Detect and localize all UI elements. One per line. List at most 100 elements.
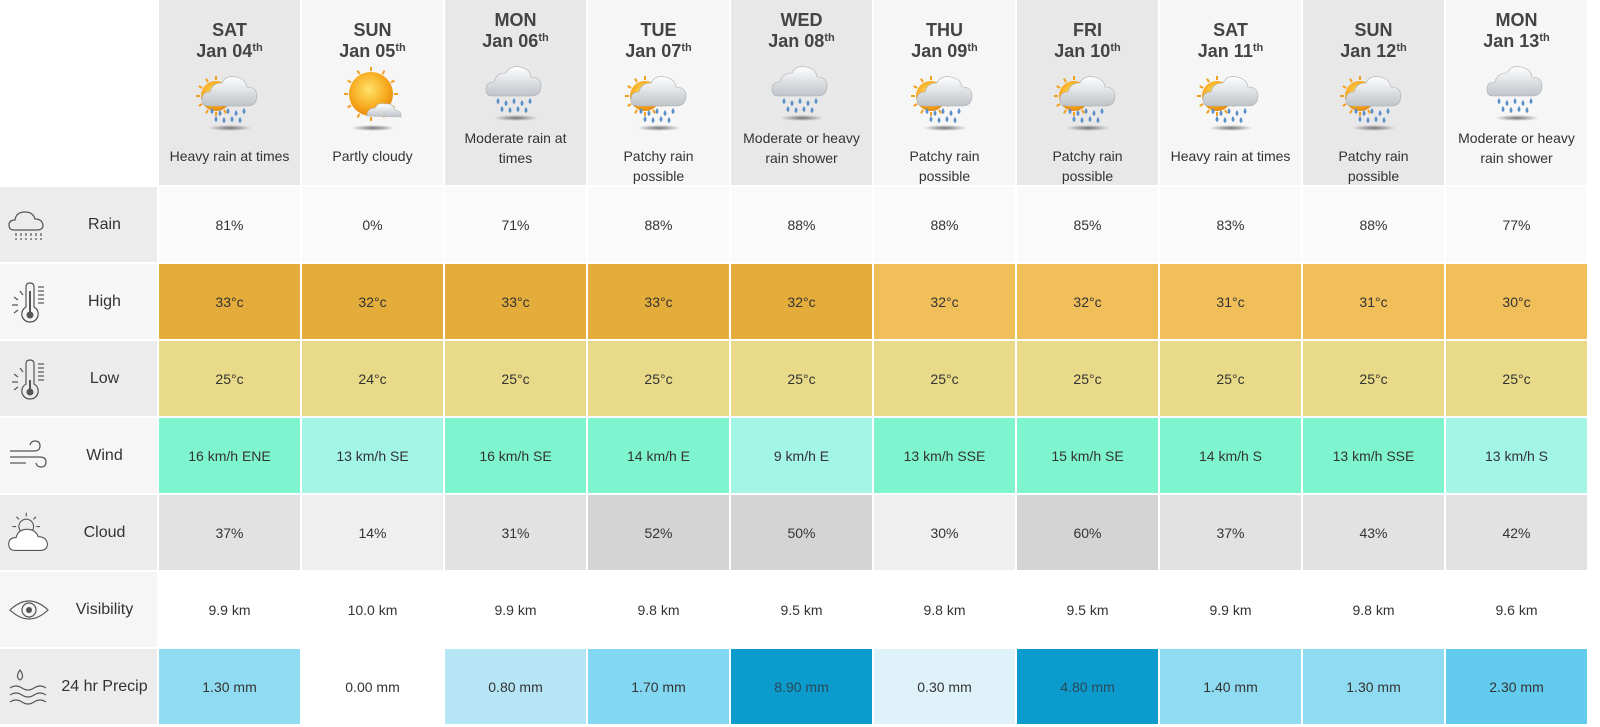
day-header: SAT Jan 04th Heavy rain at times [159,0,300,185]
day-date: Jan 04th [196,40,262,62]
visibility-cell: 9.8 km [588,572,729,647]
precip-cell: 2.30 mm [1446,649,1587,724]
condition-text: Patchy rain possible [909,148,980,184]
day-date-suffix: th [1252,42,1264,54]
visibility-cell: 10.0 km [302,572,443,647]
day-header: SAT Jan 11th Heavy rain at times [1160,0,1301,185]
condition-text: Patchy rain possible [1338,148,1409,184]
condition-text: Moderate rain at times [464,130,567,166]
day-date-suffix: th [681,42,692,54]
high-cell: 32°c [874,264,1015,339]
cloud-cell: 52% [588,495,729,570]
day-date-suffix: th [1539,32,1550,44]
wind-cell: 13 km/h S [1446,418,1587,493]
high-cell: 30°c [1446,264,1587,339]
cloud-cell: 50% [731,495,872,570]
high-cell: 32°c [302,264,443,339]
day-date-text: Jan 08 [768,31,825,51]
row-label-text: High [88,292,121,310]
day-date-suffix: th [538,32,549,44]
wind-cell: 13 km/h SSE [874,418,1015,493]
row-label-visibility: Visibility [0,572,157,647]
day-date: Jan 05th [339,40,405,62]
precip-cell: 1.30 mm [1303,649,1444,724]
day-of-week: SUN [1354,20,1393,40]
condition-text: Heavy rain at times [1170,148,1291,164]
high-cell: 31°c [1160,264,1301,339]
sun-cloud-rain-icon [1052,66,1124,132]
day-date: Jan 10th [1054,40,1120,62]
low-cell: 25°c [1017,341,1158,416]
precip-cell: 0.80 mm [445,649,586,724]
high-cell: 33°c [588,264,729,339]
day-date-suffix: th [824,32,835,44]
rain-cell: 88% [731,187,872,262]
low-cell: 25°c [159,341,300,416]
visibility-cell: 9.9 km [445,572,586,647]
wind-cell: 15 km/h SE [1017,418,1158,493]
day-date-text: Jan 06 [482,31,539,51]
row-label-text: Wind [86,446,123,464]
day-of-week: MON [1495,10,1538,30]
row-label-text: Rain [88,215,121,233]
row-label-rain: Rain [0,187,157,262]
low-cell: 25°c [1446,341,1587,416]
precip-cell: 0.30 mm [874,649,1015,724]
high-cell: 33°c [445,264,586,339]
low-cell: 25°c [588,341,729,416]
rain-cell: 77% [1446,187,1587,262]
day-header: THU Jan 09th Patchy rain possible [874,0,1015,185]
low-cell: 25°c [445,341,586,416]
low-cell: 25°c [731,341,872,416]
rain-cell: 88% [874,187,1015,262]
sun-cloud-rain-icon [1195,66,1267,132]
day-header: FRI Jan 10th Patchy rain possible [1017,0,1158,185]
precip-cell: 4.80 mm [1017,649,1158,724]
wind-cell: 16 km/h SE [445,418,586,493]
precip-cell: 1.40 mm [1160,649,1301,724]
day-header: TUE Jan 07th Patchy rain possible [588,0,729,185]
wind-cell: 14 km/h E [588,418,729,493]
wind-cell: 9 km/h E [731,418,872,493]
condition-text: Partly cloudy [332,148,413,164]
day-date: Jan 11th [1198,40,1263,62]
day-date-suffix: th [1110,42,1121,54]
cloud-cell: 30% [874,495,1015,570]
low-cell: 25°c [1303,341,1444,416]
day-date-suffix: th [252,42,263,54]
rain-cloud-icon [6,202,52,248]
day-date: Jan 13th [1483,30,1549,52]
day-date: Jan 08th [768,30,834,52]
day-date-text: Jan 12 [1340,41,1397,61]
thermometer-high-icon [6,279,52,325]
day-header: WED Jan 08th Moderate or heavy rain shower [731,0,872,185]
visibility-cell: 9.8 km [1303,572,1444,647]
day-of-week: FRI [1073,20,1102,40]
day-date-text: Jan 04 [196,41,253,61]
row-label-cloud: Cloud [0,495,157,570]
visibility-cell: 9.9 km [1160,572,1301,647]
precip-drop-icon [6,664,52,710]
cloud-rain-icon [480,56,552,122]
day-date: Jan 09th [911,40,977,62]
partly-cloudy-icon [6,510,52,556]
day-header: SUN Jan 12th Patchy rain possible [1303,0,1444,185]
wind-icon [6,433,52,479]
visibility-cell: 9.8 km [874,572,1015,647]
row-label-text: Cloud [83,523,126,541]
day-date-text: Jan 11 [1197,41,1253,61]
rain-cell: 81% [159,187,300,262]
precip-cell: 8.90 mm [731,649,872,724]
day-date-text: Jan 13 [1483,31,1540,51]
precip-cell: 1.30 mm [159,649,300,724]
high-cell: 31°c [1303,264,1444,339]
cloud-cell: 14% [302,495,443,570]
rain-cell: 83% [1160,187,1301,262]
rain-cell: 85% [1017,187,1158,262]
thermometer-low-icon [6,356,52,402]
day-of-week: THU [926,20,963,40]
cloud-cell: 31% [445,495,586,570]
day-date: Jan 07th [625,40,691,62]
low-cell: 25°c [874,341,1015,416]
